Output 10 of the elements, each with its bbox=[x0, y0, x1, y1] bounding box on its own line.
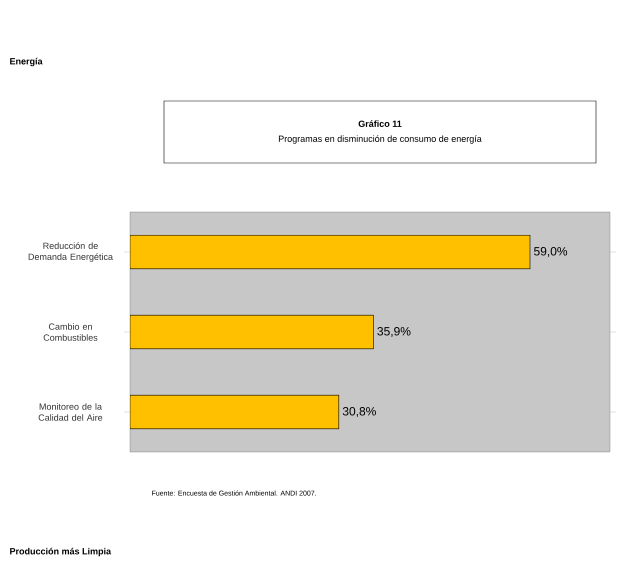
data-label: 59,0% bbox=[534, 247, 568, 257]
y-tick-label: Reducción de Demanda Energética bbox=[28, 242, 113, 262]
chart-subtitle: Programas en disminución de consumo de energía bbox=[278, 135, 482, 144]
text: Producción más Limpia bbox=[10, 548, 112, 556]
data-label: 30,8% bbox=[342, 407, 376, 417]
data-label: 35,9% bbox=[377, 327, 411, 337]
chart-title: Gráfico 11 bbox=[358, 120, 402, 127]
y-tick-label: Cambio en Combustibles bbox=[44, 323, 98, 341]
text: Energía bbox=[10, 58, 43, 66]
y-tick-label: Monitoreo de la Calidad del Aire bbox=[38, 403, 102, 421]
